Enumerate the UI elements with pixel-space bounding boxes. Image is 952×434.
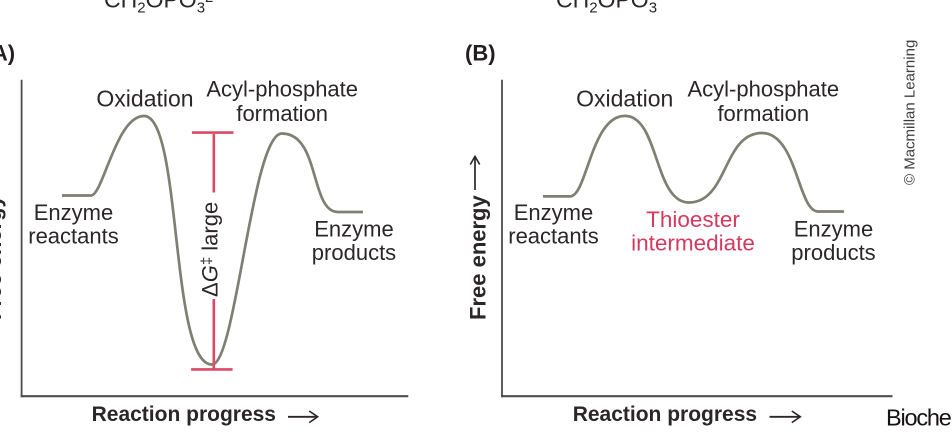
svg-text:Enzyme: Enzyme (314, 217, 393, 242)
svg-text:reactants: reactants (508, 224, 599, 249)
svg-text:Free energy: Free energy (0, 195, 6, 320)
svg-text:Thioester: Thioester (646, 207, 740, 232)
svg-text:Reaction progress: Reaction progress (573, 403, 757, 426)
svg-text:products: products (312, 240, 396, 265)
svg-text:ΔG‡ large: ΔG‡ large (198, 202, 223, 297)
svg-text:products: products (791, 240, 875, 265)
svg-text:Enzyme: Enzyme (34, 200, 113, 225)
svg-text:Reaction progress: Reaction progress (92, 403, 276, 426)
svg-text:Acyl-phosphate: Acyl-phosphate (687, 77, 839, 102)
svg-text:formation: formation (236, 101, 328, 126)
svg-text:reactants: reactants (28, 224, 119, 249)
svg-text:Enzyme: Enzyme (514, 200, 593, 225)
svg-text:CH2OPO3: CH2OPO3 (556, 0, 657, 17)
svg-text:© Macmillan Learning: © Macmillan Learning (901, 40, 918, 185)
svg-text:Free energy: Free energy (466, 195, 491, 320)
svg-text:(B): (B) (465, 41, 496, 66)
svg-text:Bioche: Bioche (886, 404, 952, 430)
svg-text:Enzyme: Enzyme (794, 217, 873, 242)
svg-text:Oxidation: Oxidation (576, 86, 673, 112)
svg-text:Oxidation: Oxidation (96, 86, 193, 112)
svg-text:CH2OPO32−: CH2OPO32− (104, 0, 222, 17)
svg-text:(A): (A) (0, 41, 15, 66)
svg-text:formation: formation (717, 101, 809, 126)
svg-text:intermediate: intermediate (631, 231, 755, 256)
svg-text:Acyl-phosphate: Acyl-phosphate (206, 77, 358, 102)
